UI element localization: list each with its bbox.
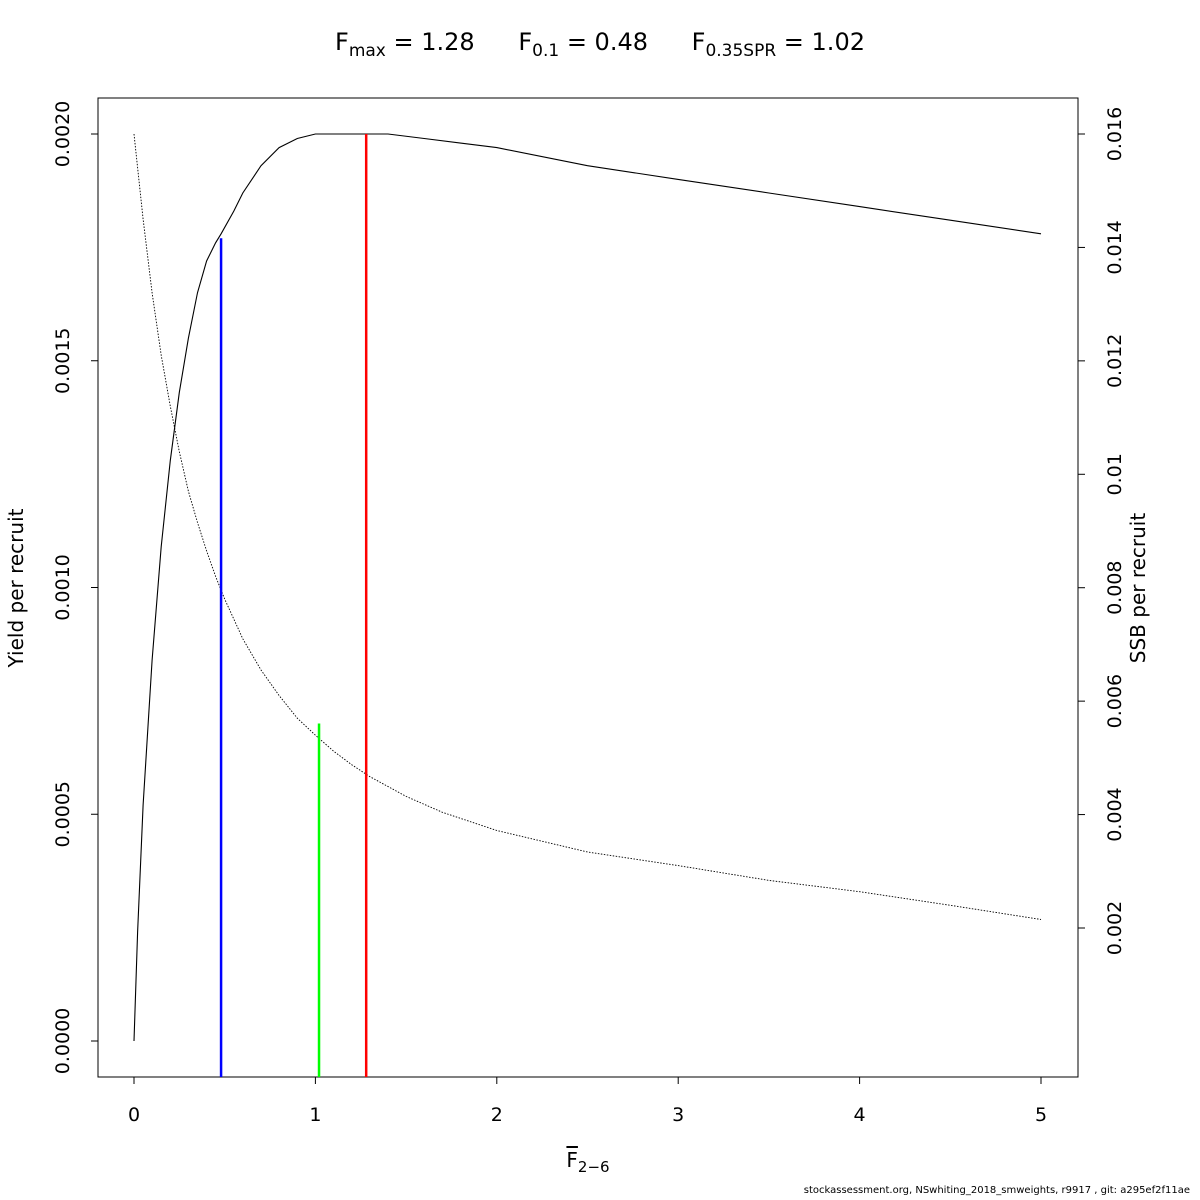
title-fmax-value: = 1.28 bbox=[385, 28, 475, 56]
y2-tick-label: 0.014 bbox=[1104, 220, 1126, 274]
y2-tick-label: 0.006 bbox=[1104, 674, 1126, 728]
y-tick-label: 0.0010 bbox=[52, 554, 74, 620]
y2-tick-label: 0.002 bbox=[1104, 901, 1126, 955]
title-fspr-value: = 1.02 bbox=[776, 28, 865, 56]
title-f01: F0.1 = 0.48 bbox=[518, 28, 648, 61]
x-tick-label: 4 bbox=[854, 1104, 866, 1126]
y-tick-label: 0.0005 bbox=[52, 781, 74, 847]
chart-title: Fmax = 1.28 F0.1 = 0.48 F0.35SPR = 1.02 bbox=[0, 28, 1200, 61]
title-fspr-sub: 0.35SPR bbox=[705, 41, 777, 61]
y2-tick-label: 0.008 bbox=[1104, 561, 1126, 615]
plot-frame bbox=[97, 97, 1079, 1078]
title-f01-symbol: F bbox=[518, 28, 533, 56]
footer-source: stockassessment.org, NSwhiting_2018_smwe… bbox=[803, 1185, 1190, 1196]
y-axis-label-left: Yield per recruit bbox=[4, 508, 28, 668]
x-axis-label: F2−6 bbox=[566, 1148, 609, 1176]
x-tick-label: 3 bbox=[672, 1104, 684, 1126]
ssb-per-recruit-line bbox=[133, 133, 1042, 920]
title-fspr-symbol: F bbox=[691, 28, 706, 56]
series-layer bbox=[133, 133, 1042, 1042]
y-axis-label-right: SSB per recruit bbox=[1126, 512, 1150, 664]
x-axis-label-sub: 2−6 bbox=[577, 1158, 610, 1176]
reference-lines-layer bbox=[219, 134, 368, 1077]
x-tick-label: 1 bbox=[309, 1104, 321, 1126]
axes-layer: 0 1 2 3 4 5 0.0000 0.0005 0.0010 0.0015 0.0020 0.00… bbox=[52, 101, 1126, 1126]
y2-tick-label: 0.016 bbox=[1104, 107, 1126, 161]
y-tick-label: 0.0000 bbox=[52, 1008, 74, 1074]
x-tick-label: 0 bbox=[128, 1104, 140, 1126]
title-fspr: F0.35SPR = 1.02 bbox=[692, 28, 865, 61]
y2-tick-label: 0.004 bbox=[1104, 787, 1126, 841]
x-tick-label: 5 bbox=[1035, 1104, 1047, 1126]
y2-tick-label: 0.012 bbox=[1104, 334, 1126, 388]
title-fmax-sub: max bbox=[348, 41, 386, 61]
y-tick-label: 0.0015 bbox=[52, 328, 74, 394]
title-fmax: Fmax = 1.28 bbox=[335, 28, 475, 61]
title-f01-value: = 0.48 bbox=[559, 28, 648, 56]
x-tick-label: 2 bbox=[491, 1104, 503, 1126]
y-tick-label: 0.0020 bbox=[52, 101, 74, 167]
yield-per-recruit-line bbox=[133, 133, 1042, 1042]
y2-tick-label: 0.01 bbox=[1104, 453, 1126, 495]
title-fmax-symbol: F bbox=[335, 28, 349, 56]
title-f01-sub: 0.1 bbox=[532, 41, 560, 61]
x-axis-label-symbol: F bbox=[566, 1148, 578, 1172]
